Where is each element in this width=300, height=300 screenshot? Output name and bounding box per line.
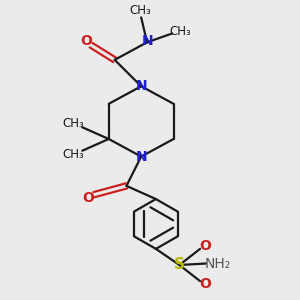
Text: N: N [135, 79, 147, 93]
Text: O: O [200, 277, 211, 291]
Text: N: N [135, 150, 147, 164]
Text: NH₂: NH₂ [205, 256, 231, 271]
Text: O: O [82, 190, 94, 205]
Text: CH₃: CH₃ [63, 148, 84, 161]
Text: CH₃: CH₃ [169, 25, 191, 38]
Text: CH₃: CH₃ [130, 4, 152, 17]
Text: S: S [174, 257, 185, 272]
Text: CH₃: CH₃ [63, 117, 84, 130]
Text: O: O [80, 34, 92, 48]
Text: N: N [142, 34, 154, 48]
Text: O: O [200, 239, 211, 253]
